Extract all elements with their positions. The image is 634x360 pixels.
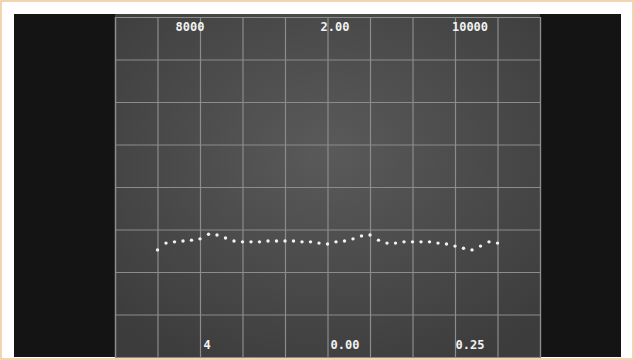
point — [181, 239, 184, 242]
grid-line — [115, 102, 540, 103]
tick — [115, 357, 540, 358]
tick — [115, 272, 540, 273]
grid-line — [115, 314, 540, 315]
point — [385, 241, 388, 244]
grid-line — [115, 272, 540, 273]
tick — [115, 60, 540, 61]
annotation: 0.25 — [456, 338, 485, 352]
point — [232, 239, 235, 242]
point — [360, 234, 363, 237]
annotation: 2.00 — [321, 20, 350, 34]
y-axis — [115, 18, 540, 358]
bezel — [14, 14, 621, 357]
point — [428, 240, 431, 243]
grid-line — [115, 187, 540, 188]
screen — [115, 14, 540, 357]
point — [351, 237, 354, 240]
annotations: 8000 2.00 10000 4 0.00 0.25 — [176, 20, 489, 352]
point — [215, 233, 218, 236]
grid-line — [115, 59, 540, 60]
chart: 8000 2.00 10000 4 0.00 0.25 — [0, 0, 634, 360]
point — [266, 239, 269, 242]
point — [309, 240, 312, 243]
tick — [540, 17, 541, 357]
point — [445, 242, 448, 245]
point — [156, 248, 159, 251]
annotation: 10000 — [452, 20, 488, 34]
point — [462, 247, 465, 250]
tick — [115, 102, 540, 103]
point — [470, 248, 473, 251]
point — [249, 240, 252, 243]
point — [198, 237, 201, 240]
tick — [115, 315, 540, 316]
point — [224, 236, 227, 239]
annotation: 0.00 — [331, 338, 360, 352]
tick — [115, 230, 540, 231]
point — [258, 240, 261, 243]
tick — [115, 145, 540, 146]
grid-line — [115, 357, 540, 358]
grid-line — [115, 144, 540, 145]
point — [300, 240, 303, 243]
point — [241, 240, 244, 243]
x-axis — [116, 17, 541, 358]
point — [292, 239, 295, 242]
point — [487, 240, 490, 243]
axis-line — [116, 17, 541, 358]
point — [419, 240, 422, 243]
point — [394, 241, 397, 244]
point — [164, 241, 167, 244]
point — [173, 240, 176, 243]
annotation: 8000 — [176, 20, 205, 34]
point — [334, 240, 337, 243]
tick — [115, 187, 540, 188]
point — [453, 244, 456, 247]
frame-border — [1, 1, 633, 359]
grid-line — [115, 229, 540, 230]
point — [326, 242, 329, 245]
tick — [115, 17, 540, 18]
point — [190, 238, 193, 241]
point — [343, 239, 346, 242]
grid-line — [115, 17, 540, 18]
annotation: 4 — [203, 338, 210, 352]
point — [207, 232, 210, 235]
series — [156, 232, 499, 251]
point — [411, 240, 414, 243]
plot — [115, 17, 541, 358]
point — [402, 240, 405, 243]
point — [317, 241, 320, 244]
point — [377, 238, 380, 241]
grid-line — [540, 17, 541, 357]
point — [479, 244, 482, 247]
point — [275, 239, 278, 242]
point — [496, 241, 499, 244]
axis-line — [116, 18, 541, 358]
point — [436, 241, 439, 244]
point — [283, 239, 286, 242]
point — [368, 233, 371, 236]
